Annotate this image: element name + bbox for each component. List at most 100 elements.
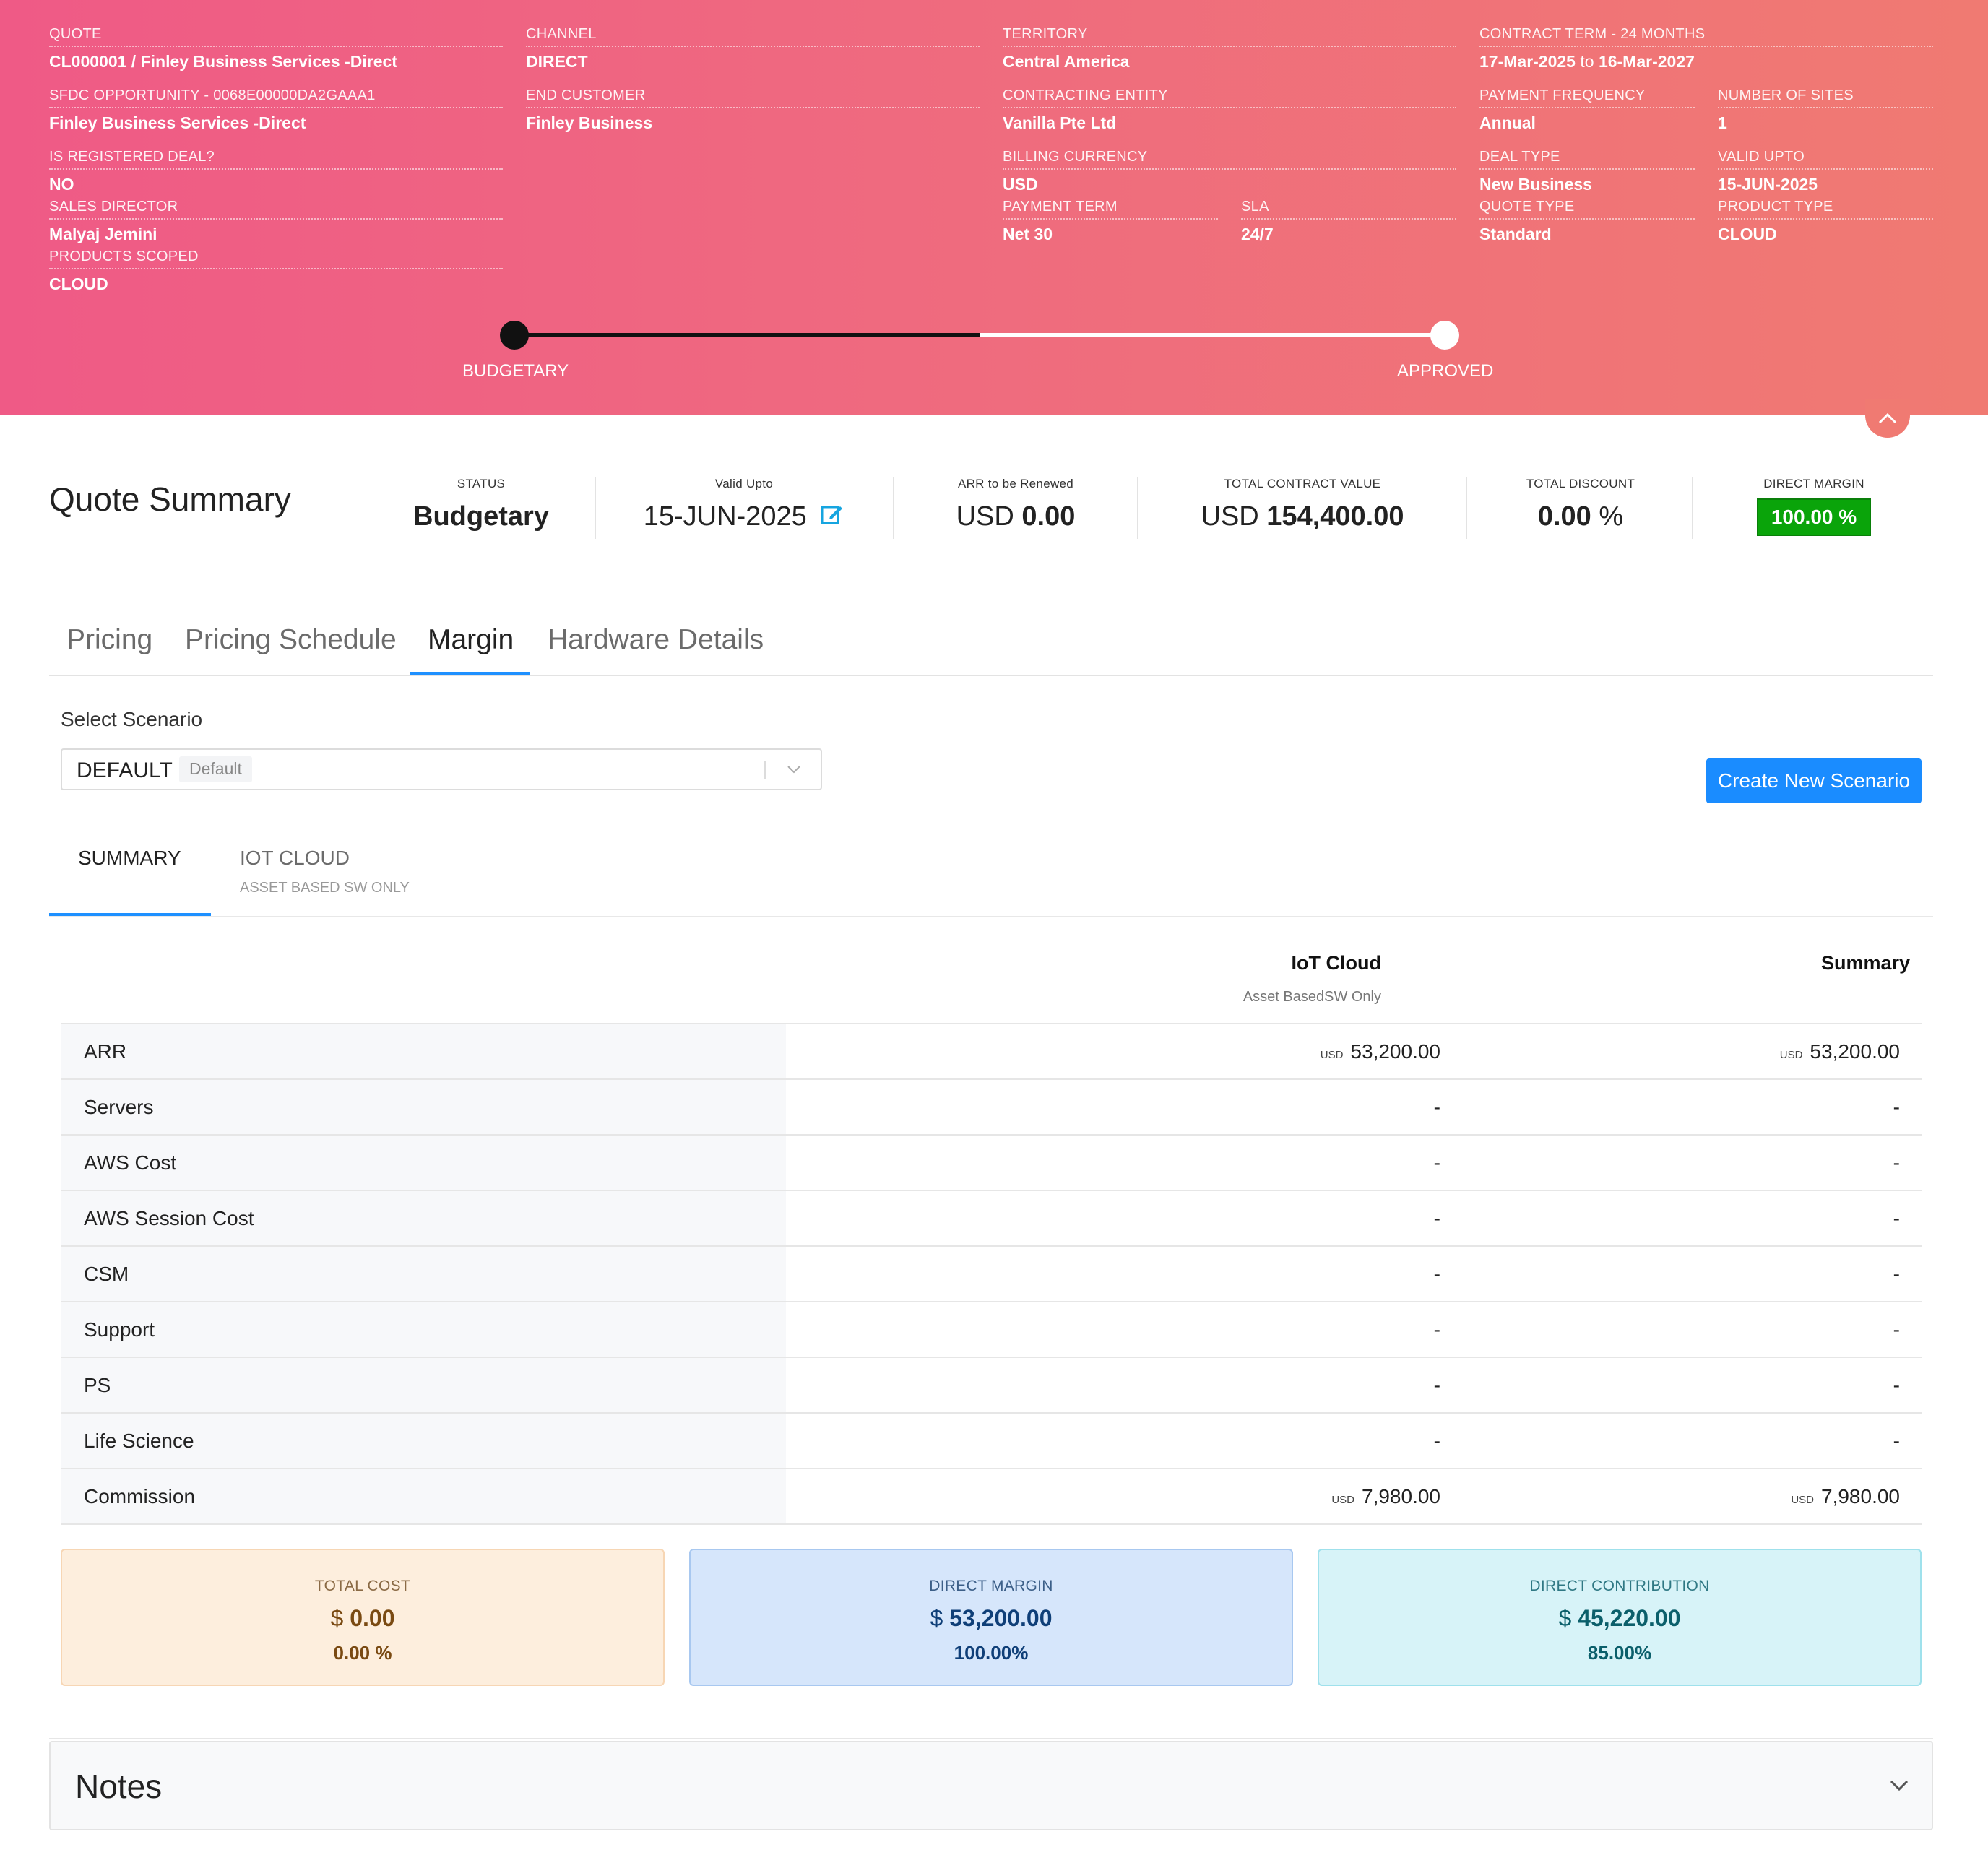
- collapse-header-button[interactable]: [1865, 399, 1910, 438]
- kpi-status-value: Budgetary: [413, 501, 549, 532]
- tab-pricing-schedule[interactable]: Pricing Schedule: [185, 624, 397, 655]
- payment-frequency-value: Annual: [1479, 113, 1536, 132]
- contracting-entity-label: CONTRACTING ENTITY: [1003, 87, 1456, 108]
- kpi-tcv-label: TOTAL CONTRACT VALUE: [1224, 477, 1381, 490]
- cell-summary: -: [1440, 1136, 1900, 1190]
- kpi-divider: [1692, 477, 1693, 539]
- cell-iot: -: [786, 1358, 1440, 1412]
- cell-value: -: [1433, 1263, 1440, 1285]
- kpi-arr-label: ARR to be Renewed: [957, 477, 1074, 490]
- table-row: Commission USD 7,980.00 USD 7,980.00: [61, 1469, 1922, 1525]
- subtab-iot-cloud[interactable]: IOT CLOUD ASSET BASED SW ONLY: [240, 847, 410, 896]
- cell-iot: -: [786, 1302, 1440, 1357]
- registered-value: NO: [49, 175, 74, 194]
- tab-margin[interactable]: Margin: [428, 624, 514, 655]
- direct-margin-card: DIRECT MARGIN $ 53,200.00 100.00%: [689, 1549, 1293, 1686]
- direct-contribution-symbol: $: [1558, 1605, 1572, 1631]
- tab-pricing[interactable]: Pricing: [66, 624, 153, 655]
- cell-iot: -: [786, 1080, 1440, 1134]
- cell-summary: USD 53,200.00: [1440, 1024, 1900, 1078]
- margin-table: ARR USD 53,200.00 USD 53,200.00 Servers - - AWS …: [61, 1023, 1922, 1525]
- step-budgetary-dot: [500, 321, 529, 350]
- billing-currency-field: BILLING CURRENCY USD: [1003, 149, 1456, 194]
- number-of-sites-value: 1: [1718, 113, 1727, 132]
- total-cost-pct: 0.00 %: [333, 1642, 392, 1664]
- kpi-direct-margin: DIRECT MARGIN 100.00 %: [1712, 477, 1916, 536]
- table-row: PS - -: [61, 1358, 1922, 1414]
- quote-field: QUOTE CL000001 / Finley Business Service…: [49, 26, 503, 72]
- deal-type-label: DEAL TYPE: [1479, 149, 1695, 170]
- scenario-subtabs: SUMMARY IOT CLOUD ASSET BASED SW ONLY: [49, 831, 1933, 917]
- progress-track: [514, 333, 1445, 337]
- sfdc-label: SFDC OPPORTUNITY - 0068e00000DA2GAAA1: [49, 87, 503, 108]
- end-customer-field: END CUSTOMER Finley Business: [526, 87, 980, 133]
- notes-divider: [49, 1738, 1933, 1739]
- cell-value: 7,980.00: [1821, 1485, 1900, 1508]
- chevron-up-icon: [1878, 412, 1897, 424]
- scenario-selected-value: DEFAULT: [77, 758, 173, 782]
- cell-iot: -: [786, 1247, 1440, 1301]
- table-row: Life Science - -: [61, 1414, 1922, 1469]
- sales-director-label: SALES DIRECTOR: [49, 199, 503, 220]
- contract-term-label: CONTRACT TERM - 24 MONTHS: [1479, 26, 1933, 47]
- cell-value: 53,200.00: [1810, 1040, 1900, 1063]
- cell-value: 7,980.00: [1362, 1485, 1440, 1508]
- sla-label: SLA: [1241, 199, 1456, 220]
- subtab-summary[interactable]: SUMMARY: [78, 847, 181, 869]
- direct-margin-value: 53,200.00: [949, 1605, 1053, 1631]
- products-scoped-label: PRODUCTS SCOPED: [49, 248, 503, 269]
- edit-icon[interactable]: [820, 502, 844, 527]
- kpi-status-label: STATUS: [457, 477, 506, 490]
- direct-margin-label: DIRECT MARGIN: [929, 1578, 1053, 1594]
- deal-type-value: New Business: [1479, 175, 1592, 194]
- payment-term-field: PAYMENT TERM Net 30: [1003, 199, 1218, 244]
- sales-director-value: Malyaj Jemini: [49, 225, 157, 243]
- registered-field: IS REGISTERED DEAL? NO: [49, 149, 503, 194]
- territory-label: TERRITORY: [1003, 26, 1456, 47]
- channel-field: CHANNEL DIRECT: [526, 26, 980, 72]
- cell-value: -: [1433, 1430, 1440, 1452]
- row-label: AWS Session Cost: [61, 1191, 786, 1245]
- channel-label: CHANNEL: [526, 26, 980, 47]
- cell-value: -: [1893, 1318, 1900, 1341]
- cell-value: -: [1893, 1430, 1900, 1452]
- table-row: AWS Session Cost - -: [61, 1191, 1922, 1247]
- total-cost-label: TOTAL COST: [314, 1578, 411, 1594]
- chevron-down-icon[interactable]: [1888, 1777, 1910, 1793]
- product-type-label: PRODUCT TYPE: [1718, 199, 1933, 220]
- cell-iot: -: [786, 1414, 1440, 1468]
- column-summary-title: Summary: [1820, 952, 1910, 974]
- number-of-sites-label: NUMBER OF SITES: [1718, 87, 1933, 108]
- direct-contribution-pct: 85.00%: [1587, 1642, 1652, 1664]
- direct-contribution-value: 45,220.00: [1578, 1605, 1681, 1631]
- create-new-scenario-button[interactable]: Create New Scenario: [1706, 758, 1922, 803]
- kpi-discount-value: 0.00: [1537, 501, 1591, 532]
- kpi-tcv-value: 154,400.00: [1266, 501, 1404, 532]
- kpi-discount-row: 0.00 %: [1485, 501, 1676, 532]
- currency-tag: USD: [1779, 1049, 1803, 1061]
- contract-start: 17-Mar-2025: [1479, 52, 1576, 71]
- kpi-divider: [893, 477, 894, 539]
- direct-contribution-card: DIRECT CONTRIBUTION $ 45,220.00 85.00%: [1318, 1549, 1922, 1686]
- row-label: AWS Cost: [61, 1136, 786, 1190]
- tab-hardware-details[interactable]: Hardware Details: [548, 624, 764, 655]
- valid-upto-label: VALID UPTO: [1718, 149, 1933, 170]
- billing-currency-label: BILLING CURRENCY: [1003, 149, 1456, 170]
- table-row: Servers - -: [61, 1080, 1922, 1136]
- billing-currency-value: USD: [1003, 175, 1038, 194]
- quote-label: QUOTE: [49, 26, 503, 47]
- notes-panel[interactable]: Notes: [49, 1741, 1933, 1830]
- direct-contribution-label: DIRECT CONTRIBUTION: [1529, 1578, 1710, 1594]
- active-subtab-indicator: [49, 913, 211, 916]
- row-label: Life Science: [61, 1414, 786, 1468]
- payment-term-label: PAYMENT TERM: [1003, 199, 1218, 220]
- sfdc-field: SFDC OPPORTUNITY - 0068e00000DA2GAAA1 Fi…: [49, 87, 503, 133]
- scenario-select[interactable]: DEFAULT Default: [61, 748, 822, 790]
- row-label: PS: [61, 1358, 786, 1412]
- payment-frequency-field: PAYMENT FREQUENCY Annual: [1479, 87, 1695, 133]
- cell-value: -: [1433, 1318, 1440, 1341]
- row-label: ARR: [61, 1024, 786, 1078]
- kpi-total-contract: TOTAL CONTRACT VALUE USD 154,400.00: [1156, 477, 1449, 532]
- quote-type-label: QUOTE TYPE: [1479, 199, 1695, 220]
- chevron-down-icon[interactable]: [785, 758, 803, 780]
